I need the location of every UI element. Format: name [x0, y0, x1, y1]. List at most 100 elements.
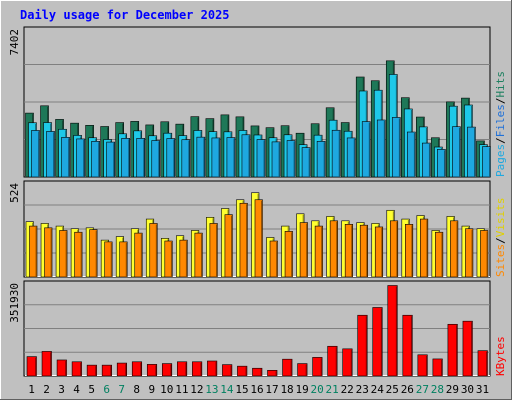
bar-sites-day-12	[194, 232, 203, 278]
bar-sites-day-3	[59, 230, 68, 278]
day-label-6: 6	[103, 383, 110, 396]
bar-sites-day-13	[209, 223, 218, 278]
day-label-24: 24	[371, 383, 385, 396]
series-label-part: /	[494, 137, 507, 144]
bar-kbytes-day-15	[237, 365, 248, 377]
bar-kbytes-day-13	[207, 360, 218, 377]
bar-pages-day-27	[422, 142, 431, 178]
day-label-14: 14	[220, 383, 234, 396]
day-label-18: 18	[280, 383, 293, 396]
bar-sites-day-7	[119, 241, 128, 278]
panel-visits-sites: 524 Sites/Visits	[8, 180, 507, 278]
day-label-12: 12	[190, 383, 203, 396]
bar-kbytes-day-2	[41, 351, 52, 377]
bar-kbytes-day-11	[177, 361, 188, 377]
bar-sites-day-1	[29, 225, 38, 278]
bar-sites-day-15	[239, 202, 248, 278]
series-label: Pages/Files/Hits	[494, 71, 507, 177]
bar-sites-day-18	[284, 231, 293, 278]
bar-sites-day-22	[344, 224, 353, 278]
bar-kbytes-day-3	[56, 359, 67, 377]
bar-kbytes-day-24	[372, 307, 383, 377]
ymax-label: 7402	[8, 29, 21, 56]
day-label-15: 15	[235, 383, 248, 396]
day-label-13: 13	[205, 383, 218, 396]
series-label-part: Sites	[494, 244, 507, 277]
day-label-7: 7	[118, 383, 125, 396]
bar-pages-day-22	[346, 137, 356, 178]
bar-pages-day-15	[241, 134, 251, 178]
bar-kbytes-day-1	[26, 356, 37, 377]
bar-sites-day-2	[44, 227, 53, 278]
bar-sites-day-6	[104, 241, 113, 278]
bar-pages-day-4	[76, 138, 85, 178]
bar-kbytes-day-20	[312, 357, 323, 377]
bar-kbytes-day-23	[357, 314, 368, 377]
bar-kbytes-day-28	[432, 358, 443, 377]
bar-sites-day-25	[389, 220, 399, 278]
bar-pages-day-17	[271, 141, 281, 178]
bar-kbytes-day-12	[192, 361, 203, 377]
day-label-4: 4	[73, 383, 80, 396]
series-label-part: Files	[494, 104, 507, 137]
bar-pages-day-16	[256, 139, 266, 178]
bar-pages-day-3	[61, 137, 70, 178]
bar-pages-day-21	[331, 129, 341, 178]
bar-sites-day-23	[359, 224, 369, 278]
series-label-part: Hits	[494, 71, 507, 98]
bar-pages-day-14	[226, 137, 236, 178]
bar-sites-day-26	[405, 224, 414, 278]
day-label-20: 20	[311, 383, 324, 396]
day-label-8: 8	[133, 383, 140, 396]
bar-sites-day-31	[480, 230, 489, 278]
bar-pages-day-19	[301, 147, 311, 178]
bar-sites-day-4	[74, 231, 83, 278]
bar-sites-day-20	[314, 225, 323, 278]
bar-kbytes-day-7	[116, 362, 127, 377]
bar-pages-day-30	[467, 126, 476, 178]
bar-pages-day-2	[46, 131, 55, 178]
bar-kbytes-day-18	[282, 358, 293, 377]
bar-kbytes-day-29	[447, 323, 458, 377]
bar-pages-day-1	[31, 130, 40, 178]
bar-sites-day-10	[164, 240, 173, 278]
bar-kbytes-day-19	[297, 363, 308, 377]
series-label: Sites/Visits	[494, 198, 507, 278]
bar-pages-day-13	[211, 137, 221, 178]
bar-pages-day-5	[91, 140, 100, 178]
bar-kbytes-day-4	[71, 361, 82, 377]
bar-kbytes-day-21	[327, 345, 338, 377]
bar-pages-day-8	[136, 138, 146, 178]
day-label-29: 29	[446, 383, 459, 396]
bar-sites-day-14	[224, 214, 233, 278]
day-label-26: 26	[401, 383, 414, 396]
day-label-25: 25	[386, 383, 399, 396]
day-label-5: 5	[88, 383, 95, 396]
ymax-label: 524	[8, 183, 21, 203]
bar-pages-day-29	[452, 126, 461, 178]
day-label-10: 10	[160, 383, 173, 396]
bar-pages-day-24	[376, 119, 386, 178]
series-label-part: /	[494, 237, 507, 244]
bar-kbytes-day-31	[477, 350, 488, 377]
bar-pages-day-7	[121, 138, 130, 178]
bar-sites-day-21	[329, 220, 338, 278]
day-label-16: 16	[250, 383, 263, 396]
bar-sites-day-11	[179, 239, 188, 278]
bar-kbytes-day-16	[252, 367, 263, 377]
bar-sites-day-29	[450, 220, 459, 278]
bar-pages-day-11	[181, 139, 191, 178]
bar-sites-day-17	[269, 240, 278, 278]
panel-kbytes: 351930 KBytes	[8, 280, 507, 377]
bar-kbytes-day-17	[267, 370, 278, 377]
bar-kbytes-day-26	[402, 314, 413, 377]
series-label: KBytes	[494, 336, 507, 376]
bar-pages-day-26	[407, 131, 416, 178]
bar-pages-day-23	[361, 121, 371, 178]
day-label-2: 2	[43, 383, 50, 396]
series-label-part: Pages	[494, 144, 507, 177]
ymax-label: 351930	[8, 283, 21, 323]
bar-pages-day-12	[196, 136, 206, 178]
